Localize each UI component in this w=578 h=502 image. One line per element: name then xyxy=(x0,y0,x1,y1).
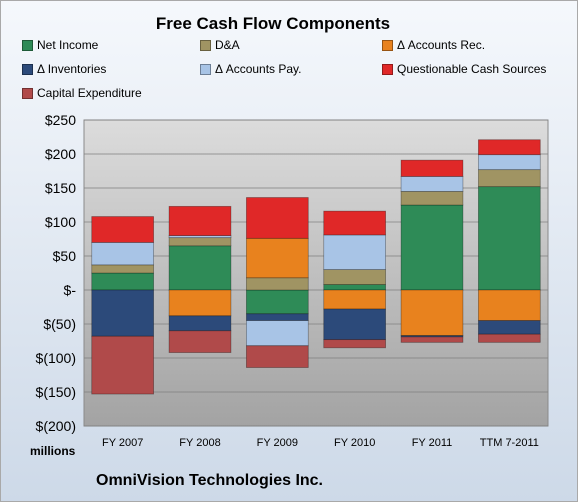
bar-segment xyxy=(168,315,232,332)
units-label: millions xyxy=(30,444,76,458)
bar-segment xyxy=(168,289,232,317)
bar-segment xyxy=(323,210,387,236)
bar-segment xyxy=(245,345,309,368)
bar-segment xyxy=(477,289,541,322)
bar-segment xyxy=(400,289,464,336)
bar-segment xyxy=(400,159,464,177)
bar-segment xyxy=(91,216,154,243)
bar-segment xyxy=(91,241,154,266)
legend-swatch xyxy=(22,63,33,75)
legend-item: Δ Accounts Rec. xyxy=(382,38,485,52)
bar-segment xyxy=(91,272,154,291)
bar-segment xyxy=(477,139,541,156)
bar-segment xyxy=(245,197,309,239)
bar-segment xyxy=(323,339,387,349)
bar-segment xyxy=(323,234,387,270)
legend-item: Net Income xyxy=(22,38,98,52)
bar-segment xyxy=(400,336,464,343)
y-tick-label: $250 xyxy=(45,112,76,128)
legend-label: Δ Inventories xyxy=(37,62,107,76)
x-tick-label: FY 2009 xyxy=(257,437,298,449)
bar-segment xyxy=(477,333,541,343)
bar-segment xyxy=(323,269,387,285)
x-tick-label: TTM 7-2011 xyxy=(480,437,539,449)
bar-segment xyxy=(245,320,309,347)
legend-label: Capital Expenditure xyxy=(37,86,142,100)
bar-segment xyxy=(245,289,309,315)
legend-swatch xyxy=(200,63,211,75)
bar-segment xyxy=(477,154,541,171)
legend-swatch xyxy=(200,39,211,51)
bar-segment xyxy=(323,284,387,291)
x-tick-label: FY 2010 xyxy=(334,437,375,449)
legend-item: Capital Expenditure xyxy=(22,86,142,100)
y-tick-label: $- xyxy=(64,282,77,298)
legend-item: Questionable Cash Sources xyxy=(382,62,546,76)
legend-item: Δ Inventories xyxy=(22,62,106,76)
y-tick-label: $150 xyxy=(45,180,76,196)
legend-label: Questionable Cash Sources xyxy=(397,62,547,76)
y-tick-label: $50 xyxy=(53,248,77,264)
x-tick-label: FY 2011 xyxy=(412,437,453,449)
bar-segment xyxy=(168,237,232,247)
legend-item: D&A xyxy=(200,38,240,52)
legend-label: D&A xyxy=(215,38,240,52)
y-tick-label: $(200) xyxy=(36,418,76,434)
company-name: OmniVision Technologies Inc. xyxy=(96,472,323,489)
bar-segment xyxy=(477,320,541,335)
bar-segment xyxy=(168,205,232,237)
bar-segment xyxy=(400,335,464,338)
bar-segment xyxy=(168,330,232,353)
bar-segment xyxy=(400,204,464,291)
bar-segment xyxy=(245,277,309,291)
plot-area xyxy=(83,119,549,427)
x-tick-label: FY 2008 xyxy=(179,437,220,449)
legend-swatch xyxy=(382,63,393,75)
legend-swatch xyxy=(22,87,33,99)
y-tick-label: $(150) xyxy=(36,384,76,400)
y-tick-label: $(50) xyxy=(43,316,76,332)
bar-segment xyxy=(400,176,464,192)
bar-segment xyxy=(91,289,154,337)
bar-segment xyxy=(245,313,309,321)
bar-segment xyxy=(323,308,387,341)
legend-swatch xyxy=(382,39,393,51)
y-tick-label: $200 xyxy=(45,146,76,162)
bar-segment xyxy=(323,289,387,310)
x-tick-label: FY 2007 xyxy=(102,437,143,449)
legend-item: Δ Accounts Pay. xyxy=(200,62,302,76)
legend-label: Δ Accounts Rec. xyxy=(397,38,486,52)
chart-title: Free Cash Flow Components xyxy=(155,14,391,33)
bar-segment xyxy=(477,169,541,188)
y-tick-label: $(100) xyxy=(36,350,76,366)
legend-label: Net Income xyxy=(37,38,99,52)
bar-segment xyxy=(400,190,464,206)
legend-swatch xyxy=(22,39,33,51)
legend-label: Δ Accounts Pay. xyxy=(215,62,302,76)
bar-segment xyxy=(168,245,232,291)
bar-segment xyxy=(477,186,541,291)
y-tick-label: $100 xyxy=(45,214,76,230)
bar-segment xyxy=(91,335,154,395)
bar-segment xyxy=(91,264,154,274)
bar-segment xyxy=(245,237,309,279)
